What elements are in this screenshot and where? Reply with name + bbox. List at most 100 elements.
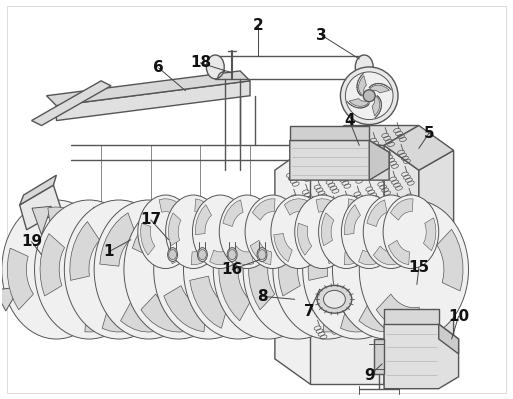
Polygon shape	[32, 81, 111, 126]
Polygon shape	[191, 243, 214, 265]
Text: 15: 15	[408, 260, 429, 275]
Ellipse shape	[271, 195, 326, 269]
Polygon shape	[344, 205, 361, 235]
Polygon shape	[48, 207, 94, 245]
Ellipse shape	[273, 200, 382, 339]
Text: 16: 16	[222, 262, 243, 277]
Polygon shape	[207, 207, 255, 240]
Ellipse shape	[154, 200, 263, 339]
Text: 1: 1	[104, 244, 114, 259]
Polygon shape	[258, 208, 272, 240]
Polygon shape	[326, 237, 347, 264]
Polygon shape	[249, 248, 274, 310]
Ellipse shape	[64, 200, 173, 339]
Polygon shape	[344, 243, 367, 265]
Polygon shape	[368, 211, 406, 263]
Polygon shape	[316, 199, 340, 217]
Ellipse shape	[332, 200, 442, 339]
Polygon shape	[100, 213, 136, 266]
Polygon shape	[62, 282, 103, 331]
Polygon shape	[252, 199, 275, 220]
Ellipse shape	[243, 200, 352, 339]
Ellipse shape	[124, 200, 233, 339]
Polygon shape	[47, 71, 250, 106]
Ellipse shape	[258, 250, 266, 260]
Polygon shape	[341, 299, 389, 332]
Polygon shape	[19, 175, 56, 205]
Ellipse shape	[228, 250, 236, 260]
Polygon shape	[373, 246, 398, 265]
Polygon shape	[168, 213, 181, 246]
Polygon shape	[384, 126, 453, 170]
Polygon shape	[190, 276, 228, 328]
Polygon shape	[19, 185, 62, 230]
Polygon shape	[132, 208, 173, 257]
Ellipse shape	[363, 195, 419, 269]
Polygon shape	[369, 140, 389, 180]
Ellipse shape	[342, 195, 397, 269]
Text: 5: 5	[423, 126, 434, 141]
Polygon shape	[368, 208, 409, 257]
Ellipse shape	[227, 248, 237, 262]
Polygon shape	[56, 81, 250, 120]
Ellipse shape	[324, 290, 345, 308]
Text: 3: 3	[316, 28, 327, 43]
Polygon shape	[63, 287, 87, 312]
Text: 7: 7	[304, 304, 315, 319]
Ellipse shape	[383, 195, 439, 269]
Polygon shape	[376, 294, 422, 332]
Polygon shape	[92, 207, 134, 253]
Polygon shape	[7, 248, 33, 310]
Text: 10: 10	[448, 309, 469, 324]
Polygon shape	[310, 126, 419, 145]
Polygon shape	[0, 287, 20, 311]
Polygon shape	[439, 324, 459, 354]
Text: 4: 4	[344, 113, 354, 128]
Ellipse shape	[34, 200, 144, 339]
Ellipse shape	[198, 248, 207, 262]
Polygon shape	[359, 301, 408, 332]
Polygon shape	[384, 309, 439, 324]
Ellipse shape	[245, 195, 301, 269]
Polygon shape	[281, 273, 317, 326]
Polygon shape	[284, 199, 309, 215]
Polygon shape	[290, 126, 369, 140]
Polygon shape	[250, 240, 271, 265]
Text: 8: 8	[256, 289, 267, 304]
Polygon shape	[275, 145, 384, 384]
Ellipse shape	[94, 200, 203, 339]
Polygon shape	[289, 207, 336, 245]
Polygon shape	[369, 85, 389, 93]
Ellipse shape	[206, 55, 224, 79]
Ellipse shape	[192, 195, 248, 269]
Polygon shape	[376, 202, 394, 230]
Polygon shape	[349, 99, 369, 107]
Polygon shape	[298, 223, 312, 255]
Polygon shape	[229, 246, 253, 265]
Polygon shape	[419, 150, 453, 359]
Polygon shape	[285, 218, 298, 251]
Polygon shape	[290, 140, 389, 180]
Ellipse shape	[169, 250, 176, 260]
Ellipse shape	[317, 285, 352, 313]
Polygon shape	[121, 301, 169, 332]
Ellipse shape	[219, 195, 275, 269]
Ellipse shape	[166, 195, 221, 269]
Polygon shape	[195, 199, 216, 223]
Ellipse shape	[363, 90, 375, 102]
Polygon shape	[70, 221, 100, 280]
Text: 18: 18	[190, 55, 211, 71]
Polygon shape	[367, 200, 387, 227]
Polygon shape	[202, 229, 228, 291]
Polygon shape	[247, 207, 296, 238]
Ellipse shape	[184, 200, 293, 339]
Polygon shape	[423, 218, 436, 251]
Polygon shape	[384, 324, 459, 389]
Polygon shape	[404, 218, 436, 275]
Polygon shape	[40, 234, 65, 296]
Polygon shape	[321, 213, 334, 246]
Polygon shape	[85, 291, 129, 332]
Ellipse shape	[138, 195, 193, 269]
Polygon shape	[359, 248, 384, 265]
Ellipse shape	[359, 200, 468, 339]
